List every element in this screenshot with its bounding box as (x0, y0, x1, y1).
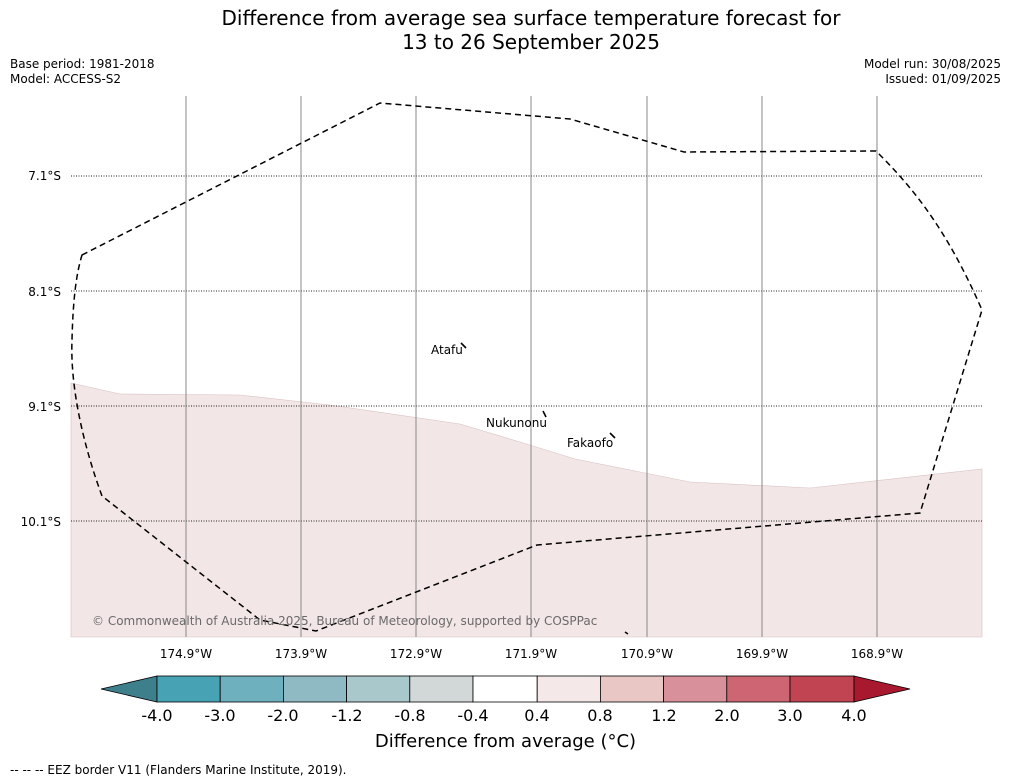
colorbar-bin-8 (600, 675, 665, 703)
colorbar-tick-2: -3.0 (204, 706, 235, 725)
lat-label-10-1: 10.1°S (21, 515, 61, 529)
eez-legend-footer: -- -- -- EEZ border V11 (Flanders Marine… (10, 763, 347, 777)
island-small-shape (624, 631, 629, 635)
colorbar-tick-10: 2.0 (714, 706, 739, 725)
lon-label-174-9: 174.9°W (160, 647, 212, 661)
colorbar-bin-6 (472, 675, 538, 703)
colorbar-tick-1: -4.0 (141, 706, 172, 725)
lon-label-169-9: 169.9°W (736, 647, 788, 661)
title-line-1: Difference from average sea surface temp… (221, 6, 841, 30)
colorbar-tick-3: -2.0 (267, 706, 298, 725)
lon-label-170-9: 170.9°W (621, 647, 673, 661)
colorbar-tick-12: 4.0 (841, 706, 866, 725)
colorbar-tick-8: 0.8 (587, 706, 612, 725)
island-atafu-shape (460, 342, 467, 349)
lon-label-173-9: 173.9°W (275, 647, 327, 661)
model-name: Model: ACCESS-S2 (10, 72, 122, 86)
lat-label-8-1: 8.1°S (28, 285, 61, 299)
lon-label-171-9: 171.9°W (505, 647, 557, 661)
lat-label-7-1: 7.1°S (28, 169, 61, 183)
eez-border (71, 102, 983, 632)
colorbar-bin-7 (536, 675, 601, 703)
colorbar-tick-4: -1.2 (331, 706, 362, 725)
title-line-2: 13 to 26 September 2025 (402, 30, 660, 54)
colorbar-bin-1 (156, 675, 221, 703)
meta-left: Base period: 1981-2018 Model: ACCESS-S2 (10, 57, 155, 87)
colorbar-tick-11: 3.0 (777, 706, 802, 725)
colorbar-title: Difference from average (°C) (374, 731, 637, 752)
colorbar-bin-4 (346, 675, 411, 703)
colorbar-bin-9 (663, 675, 728, 703)
colorbar-extend-high (853, 675, 911, 703)
meta-right: Model run: 30/08/2025 Issued: 01/09/2025 (864, 57, 1001, 87)
colorbar-tick-5: -0.8 (394, 706, 425, 725)
island-fakaofo-shape (609, 432, 616, 439)
place-label-atafu: Atafu (431, 343, 463, 357)
colorbar-tick-6: -0.4 (457, 706, 488, 725)
colorbar-bin-3 (282, 675, 347, 703)
place-label-nukunonu: Nukunonu (486, 416, 547, 430)
colorbar-bin-11 (789, 675, 855, 703)
place-label-fakaofo: Fakaofo (567, 436, 614, 450)
anomaly-region (70, 382, 983, 638)
lon-label-168-9: 168.9°W (851, 647, 903, 661)
map-title: Difference from average sea surface temp… (0, 6, 1011, 54)
lat-label-9-1: 9.1°S (28, 400, 61, 414)
issued-date: Issued: 01/09/2025 (885, 72, 1001, 86)
model-run: Model run: 30/08/2025 (863, 57, 1001, 71)
colorbar (100, 675, 911, 703)
latitude-gridlines (71, 175, 982, 522)
lon-label-172-9: 172.9°W (390, 647, 442, 661)
copyright-notice: © Commonwealth of Australia 2025, Bureau… (92, 614, 598, 628)
colorbar-bin-10 (726, 675, 791, 703)
colorbar-bin-5 (409, 675, 474, 703)
colorbar-bin-2 (219, 675, 284, 703)
colorbar-tick-7: 0.4 (524, 706, 549, 725)
colorbar-extend-low (100, 675, 158, 703)
base-period: Base period: 1981-2018 (10, 57, 155, 71)
island-nukunonu-shape (542, 410, 547, 418)
colorbar-tick-9: 1.2 (651, 706, 676, 725)
